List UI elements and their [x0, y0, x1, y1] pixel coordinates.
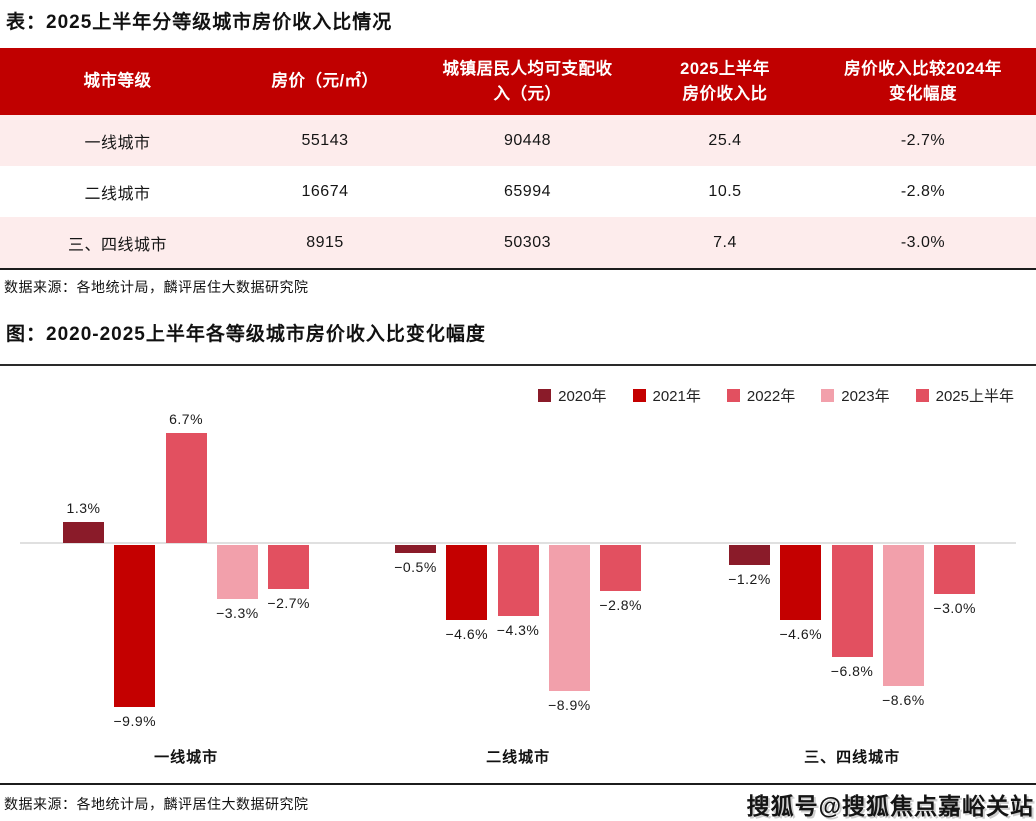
table-cell: 一线城市: [84, 134, 151, 152]
chart-legend: 2020年 2021年 2022年 2023年 2025上半年: [538, 385, 1014, 406]
bar-value-label: −8.9%: [548, 696, 591, 713]
table-cell: 三、四线城市: [67, 236, 167, 254]
divider-line-top: [0, 364, 1036, 366]
divider-line-bottom: [0, 783, 1036, 785]
bar-value-label: −1.2%: [728, 570, 771, 587]
table-cell: 90448: [504, 131, 551, 149]
legend-swatch-icon: [915, 389, 929, 402]
bar-2021年-三、四线城市: [780, 545, 822, 621]
bar-2022年-三、四线城市: [831, 545, 873, 657]
x-axis-label: 三、四线城市: [804, 749, 901, 766]
legend-item: 2023年: [821, 385, 890, 406]
legend-item: 2020年: [538, 385, 607, 406]
legend-label: 2023年: [841, 388, 890, 405]
bar-2021年-一线城市: [114, 545, 156, 708]
table-cell: 25.4: [708, 131, 742, 149]
bar-value-label: −3.3%: [216, 605, 259, 622]
table-header-row: 城市等级 房价（元/㎡） 城镇居民人均可支配收 入（元） 2025上半年 房价收入比房…: [0, 48, 1036, 115]
table-cell: -2.7%: [900, 131, 946, 149]
table-cell: 50303: [504, 233, 551, 251]
legend-label: 2021年: [652, 388, 701, 405]
bar-value-label: −2.7%: [267, 595, 310, 612]
legend-swatch-icon: [726, 389, 740, 402]
table-row: 二线城市 16674 65994 10.5 -2.8%: [0, 166, 1036, 217]
bar-2023年-一线城市: [216, 545, 258, 600]
bar-2020年-一线城市: [63, 521, 104, 543]
bar-chart-plot: 1.3% −9.9% 6.7% −3.3% −2.7% 一线城市 −0.5% −4.6% −4.…: [20, 370, 1016, 783]
bar-2021年-二线城市: [446, 545, 488, 621]
bar-value-label: −0.5%: [394, 559, 437, 576]
bar-value-label: −6.8%: [830, 662, 874, 679]
legend-item: 2021年: [632, 385, 701, 406]
column-header: 房价收入比较2024年 变化幅度: [810, 48, 1036, 115]
table-title: 表：2025上半年分等级城市房价收入比情况: [6, 12, 393, 33]
x-axis-label: 二线城市: [486, 749, 551, 766]
table-cell: 7.4: [713, 233, 737, 251]
table-cell: -2.8%: [900, 182, 946, 200]
table-cell: -3.0%: [900, 233, 946, 251]
bar-value-label: 1.3%: [66, 499, 101, 516]
bar-2020年-三、四线城市: [729, 545, 770, 565]
table-cell: 10.5: [708, 182, 742, 200]
table-cell: 8915: [306, 233, 344, 251]
table-source-note: 数据来源：各地统计局，麟评居住大数据研究院: [4, 279, 309, 295]
bar-2023年-三、四线城市: [882, 545, 924, 687]
watermark: 搜狐号@搜狐焦点嘉峪关站: [746, 793, 1034, 819]
legend-item: 2022年: [726, 385, 796, 406]
bar-value-label: −8.6%: [882, 692, 925, 709]
bar-2025上半年-三、四线城市: [934, 545, 976, 595]
bar-2020年-二线城市: [395, 545, 436, 554]
column-header: 城市等级: [0, 48, 235, 115]
legend-swatch-icon: [632, 389, 646, 402]
legend-swatch-icon: [538, 389, 552, 402]
bar-value-label: 6.7%: [169, 411, 204, 428]
table-cell: 65994: [504, 182, 551, 200]
column-header: 房价（元/㎡）: [235, 48, 415, 115]
chart-title: 图：2020-2025上半年各等级城市房价收入比变化幅度: [6, 324, 486, 345]
legend-label: 2022年: [746, 388, 796, 405]
chart-source-note: 数据来源：各地统计局，麟评居住大数据研究院: [4, 796, 309, 812]
legend-label: 2020年: [558, 388, 607, 405]
bar-value-label: −2.8%: [599, 596, 642, 613]
price-income-table: 城市等级 房价（元/㎡） 城镇居民人均可支配收 入（元） 2025上半年 房价收入比房…: [0, 48, 1036, 270]
table-row: 一线城市 55143 90448 25.4 -2.7%: [0, 115, 1036, 166]
table-cell: 16674: [301, 182, 349, 200]
table-body: 一线城市 55143 90448 25.4 -2.7% 二线城市 16674 65994 10.…: [0, 115, 1036, 269]
legend-swatch-icon: [821, 389, 835, 402]
bar-2022年-二线城市: [497, 545, 539, 616]
zero-axis-line: [20, 542, 1016, 544]
table-row: 三、四线城市 8915 50303 7.4 -3.0%: [0, 217, 1036, 269]
legend-label: 2025上半年: [935, 388, 1014, 405]
bar-value-label: −4.6%: [779, 626, 823, 643]
bar-2025上半年-一线城市: [268, 545, 310, 590]
table-cell: 55143: [301, 131, 349, 149]
bar-value-label: −3.0%: [933, 600, 976, 617]
bar-2022年-一线城市: [165, 433, 207, 543]
column-header: 城镇居民人均可支配收 入（元）: [415, 48, 640, 115]
bar-2025上半年-二线城市: [600, 545, 642, 591]
column-header: 2025上半年 房价收入比: [640, 48, 810, 115]
table-cell: 二线城市: [84, 185, 151, 203]
legend-item: 2025上半年: [915, 385, 1014, 406]
bar-value-label: −4.3%: [496, 621, 540, 638]
x-axis-label: 一线城市: [154, 749, 219, 766]
bar-value-label: −9.9%: [113, 713, 157, 730]
bar-2023年-二线城市: [548, 545, 590, 691]
bar-value-label: −4.6%: [445, 626, 489, 643]
